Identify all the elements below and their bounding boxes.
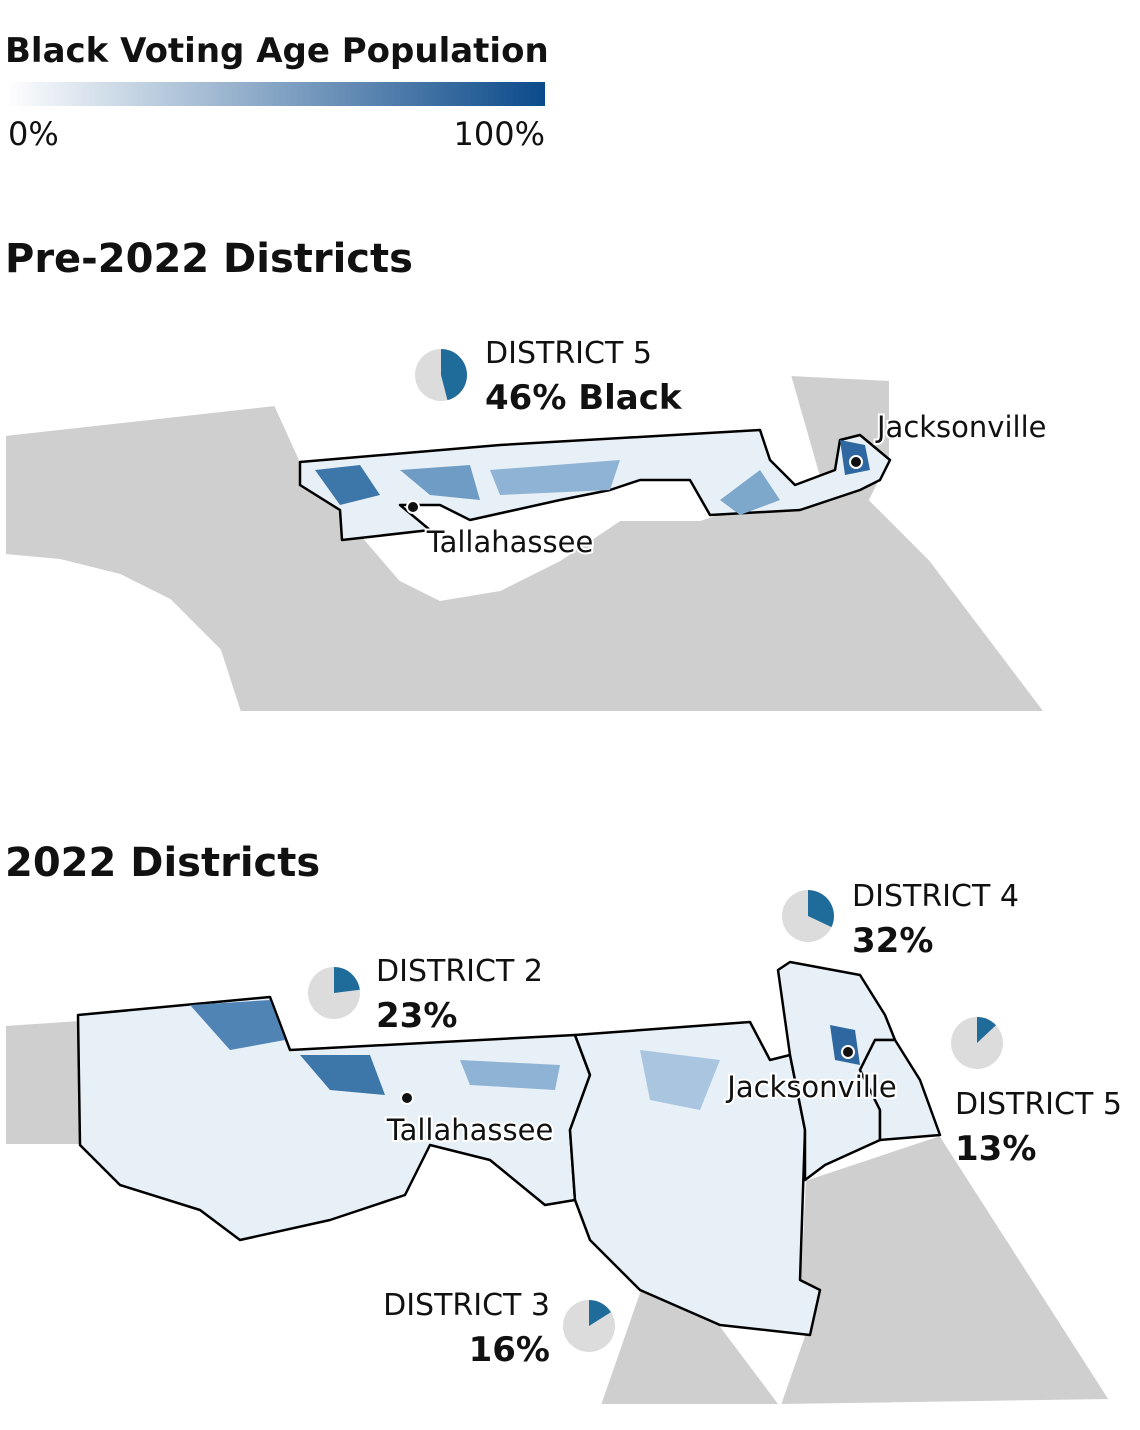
city-label: Jacksonville [725, 1070, 896, 1104]
district-name: DISTRICT 5 [955, 1087, 1122, 1122]
district-share: 46% Black [485, 378, 683, 418]
map-title: Pre-2022 Districts [5, 236, 413, 282]
district-share: 13% [955, 1129, 1036, 1169]
district-share: 23% [376, 996, 457, 1036]
city-dot [400, 1091, 414, 1105]
pie-slice [589, 1300, 611, 1326]
city-label: Tallahassee [426, 525, 594, 559]
district-name: DISTRICT 5 [485, 336, 652, 371]
district-outline [76, 960, 942, 1337]
city-dot [849, 455, 863, 469]
city-label: Tallahassee [386, 1113, 554, 1147]
city-label: Jacksonville [875, 410, 1046, 444]
district-name: DISTRICT 4 [852, 879, 1019, 914]
pie-slice [808, 890, 835, 928]
pie-slice [334, 967, 360, 993]
legend-gradient [5, 82, 545, 106]
city-dot [406, 500, 420, 514]
district-share: 32% [852, 921, 933, 961]
pie-slice [977, 1017, 996, 1043]
map-title: 2022 Districts [5, 840, 320, 886]
district-name: DISTRICT 2 [376, 954, 543, 989]
legend-max: 100% [454, 115, 545, 153]
district-share: 16% [469, 1330, 550, 1370]
city-dot [841, 1045, 855, 1059]
pie-slice [441, 349, 468, 401]
legend-title: Black Voting Age Population [5, 31, 549, 71]
district-name: DISTRICT 3 [383, 1288, 550, 1323]
legend-min: 0% [8, 115, 59, 153]
